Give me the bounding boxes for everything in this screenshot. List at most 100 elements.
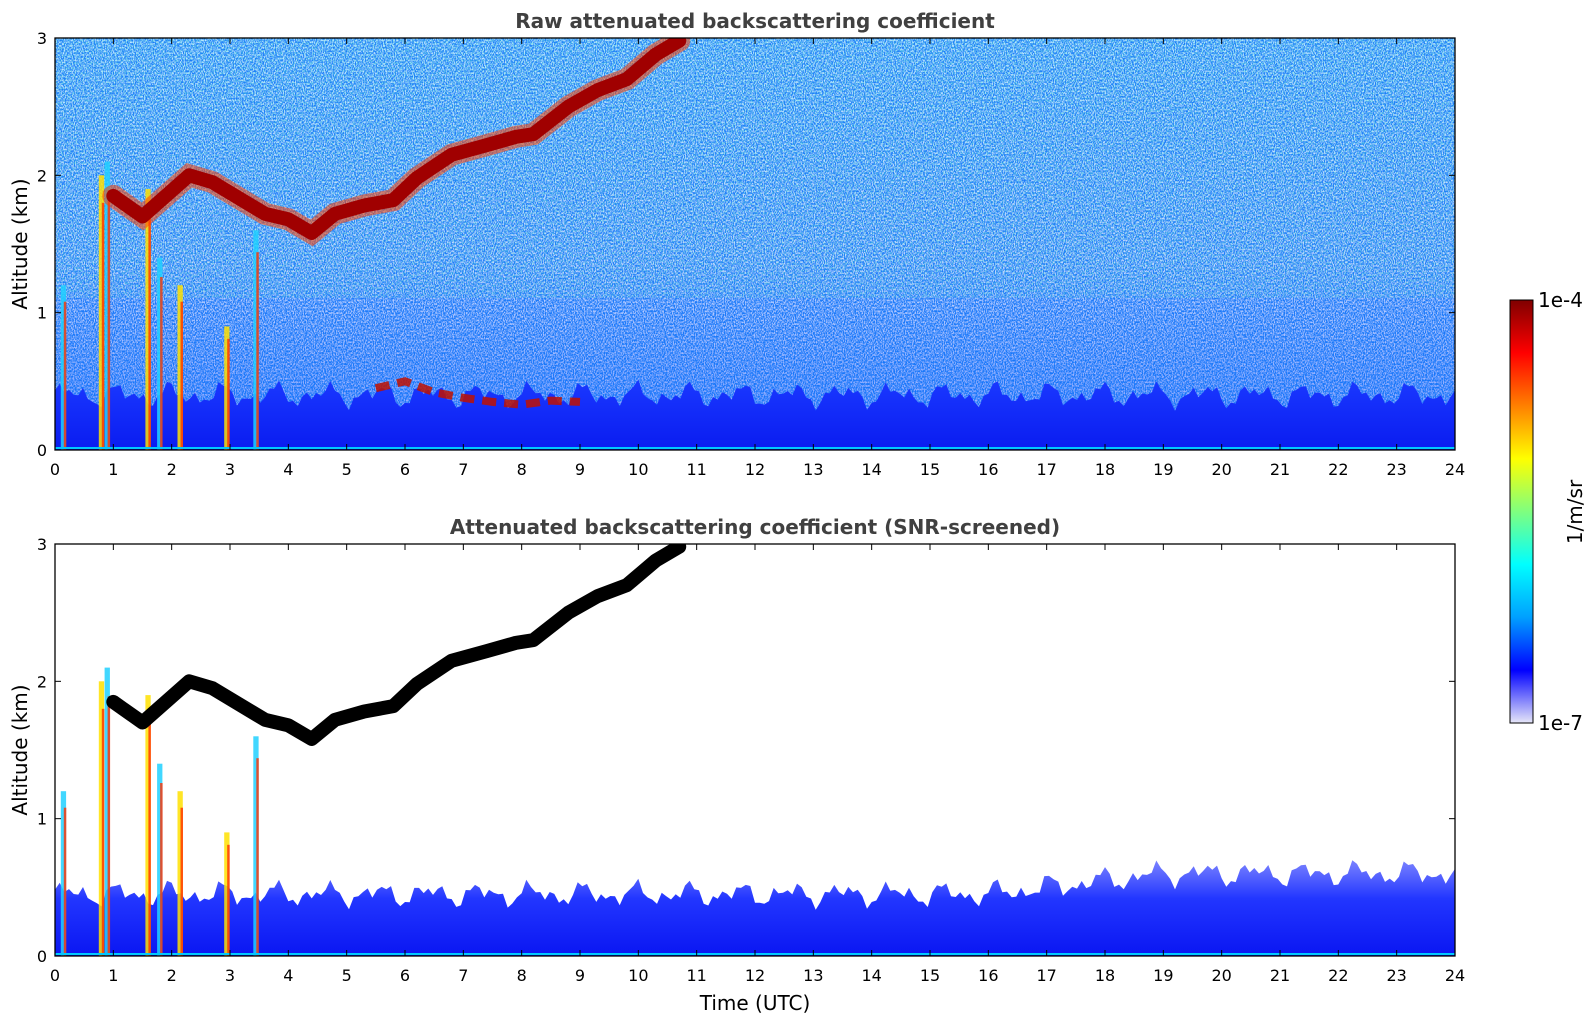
y-tick-label: 0: [37, 947, 47, 966]
x-tick-label: 1: [108, 966, 118, 985]
x-tick-label: 1: [108, 460, 118, 479]
plume-column: [98, 175, 105, 450]
x-tick-label: 20: [1211, 966, 1231, 985]
aerosol-layer: [374, 377, 581, 409]
x-tick-label: 0: [50, 966, 60, 985]
colorbar-max-label: 1e-4: [1538, 288, 1583, 312]
plume-core: [101, 202, 105, 450]
x-tick-label: 18: [1095, 460, 1115, 479]
y-tick-label: 3: [37, 535, 47, 554]
y-tick-label: 0: [37, 441, 47, 460]
x-tick-label: 15: [920, 966, 940, 985]
x-tick-label: 9: [575, 460, 585, 479]
x-tick-label: 7: [458, 966, 468, 985]
plume-column: [157, 257, 163, 450]
x-tick-label: 8: [517, 460, 527, 479]
plume-core: [160, 277, 163, 450]
plume-column: [60, 791, 67, 956]
plume-core: [63, 301, 67, 450]
plume-column: [253, 230, 259, 450]
x-tick-label: 16: [978, 460, 998, 479]
x-tick-label: 23: [1386, 460, 1406, 479]
x-tick-label: 20: [1211, 460, 1231, 479]
x-tick-label: 10: [628, 460, 648, 479]
x-tick-label: 21: [1270, 966, 1290, 985]
y-tick-label: 1: [37, 304, 47, 323]
y-tick-label: 2: [37, 672, 47, 691]
x-tick-label: 7: [458, 460, 468, 479]
x-tick-label: 13: [803, 966, 823, 985]
x-axis-label: Time (UTC): [699, 991, 811, 1015]
x-tick-label: 5: [342, 966, 352, 985]
x-tick-label: 21: [1270, 460, 1290, 479]
y-tick-label: 1: [37, 810, 47, 829]
y-tick-label: 2: [37, 166, 47, 185]
plume-core: [148, 721, 151, 956]
x-tick-label: 0: [50, 460, 60, 479]
x-tick-label: 18: [1095, 966, 1115, 985]
boundary-layer-band: [55, 379, 1455, 450]
plume-core: [101, 708, 105, 956]
x-tick-label: 16: [978, 966, 998, 985]
x-tick-label: 11: [686, 966, 706, 985]
panel2-title: Attenuated backscattering coefficient (S…: [450, 515, 1060, 539]
panel1-axes: 0 1 2 3 4 5 6 7 8 9 10 11 12 13 14 15 16 17 18 19 20 21 22 23 24…: [37, 29, 1465, 479]
plume-core: [227, 338, 230, 450]
plume-core: [256, 252, 259, 450]
x-tick-label: 12: [745, 460, 765, 479]
colorbar-min-label: 1e-7: [1538, 711, 1583, 735]
x-tick-label: 19: [1153, 460, 1173, 479]
panel1-plot-area: [55, 38, 1455, 450]
x-tick-label: 11: [686, 460, 706, 479]
x-tick-label: 8: [517, 966, 527, 985]
x-tick-label: 12: [745, 966, 765, 985]
plume-column: [224, 326, 230, 450]
x-tick-label: 6: [400, 460, 410, 479]
x-tick-label: 22: [1328, 966, 1348, 985]
x-tick-label: 22: [1328, 460, 1348, 479]
colorbar: 1e-4 1e-7 1/m/sr: [1509, 288, 1587, 735]
plume-column: [60, 285, 67, 450]
plume-core: [107, 696, 111, 956]
x-tick-label: 23: [1386, 966, 1406, 985]
plume-column: [157, 763, 163, 956]
plume-column: [104, 667, 110, 956]
x-tick-label: 10: [628, 966, 648, 985]
panel2-plot-area: [55, 544, 1455, 956]
x-tick-label: 4: [283, 460, 293, 479]
boundary-layer-band: [55, 860, 1455, 956]
x-tick-label: 14: [861, 460, 881, 479]
x-tick-label: 5: [342, 460, 352, 479]
y-tick-label: 3: [37, 29, 47, 48]
plume-column: [145, 189, 151, 450]
x-tick-label: 4: [283, 966, 293, 985]
x-tick-label: 3: [225, 966, 235, 985]
x-tick-label: 19: [1153, 966, 1173, 985]
plume-column: [224, 832, 230, 956]
plume-column: [253, 736, 259, 956]
panel2-ylabel: Altitude (km): [8, 684, 32, 815]
colorbar-unit-label: 1/m/sr: [1563, 479, 1587, 544]
cloud-layer: [106, 38, 687, 240]
plume-core: [63, 807, 67, 956]
x-tick-label: 3: [225, 460, 235, 479]
panel2-axes: 0 1 2 3 4 5 6 7 8 9 10 11 12 13 14 15 16 17 18 19 20 21 22 23 24…: [37, 535, 1465, 985]
panel1-layers: [55, 38, 1455, 450]
x-tick-label: 14: [861, 966, 881, 985]
plume-core: [180, 807, 183, 956]
plume-core: [107, 190, 111, 450]
x-tick-label: 9: [575, 966, 585, 985]
plume-column: [145, 695, 151, 956]
plume-column: [177, 285, 183, 450]
x-tick-label: 13: [803, 460, 823, 479]
cloud-layer: [106, 544, 687, 746]
x-tick-label: 17: [1036, 460, 1056, 479]
panel1-title: Raw attenuated backscattering coefficien…: [515, 9, 995, 33]
x-tick-label: 17: [1036, 966, 1056, 985]
plume-column: [177, 791, 183, 956]
plume-core: [256, 758, 259, 956]
colorbar-gradient: [1509, 299, 1534, 724]
panel1-noise-green: [55, 38, 1455, 298]
plume-column: [98, 681, 105, 956]
